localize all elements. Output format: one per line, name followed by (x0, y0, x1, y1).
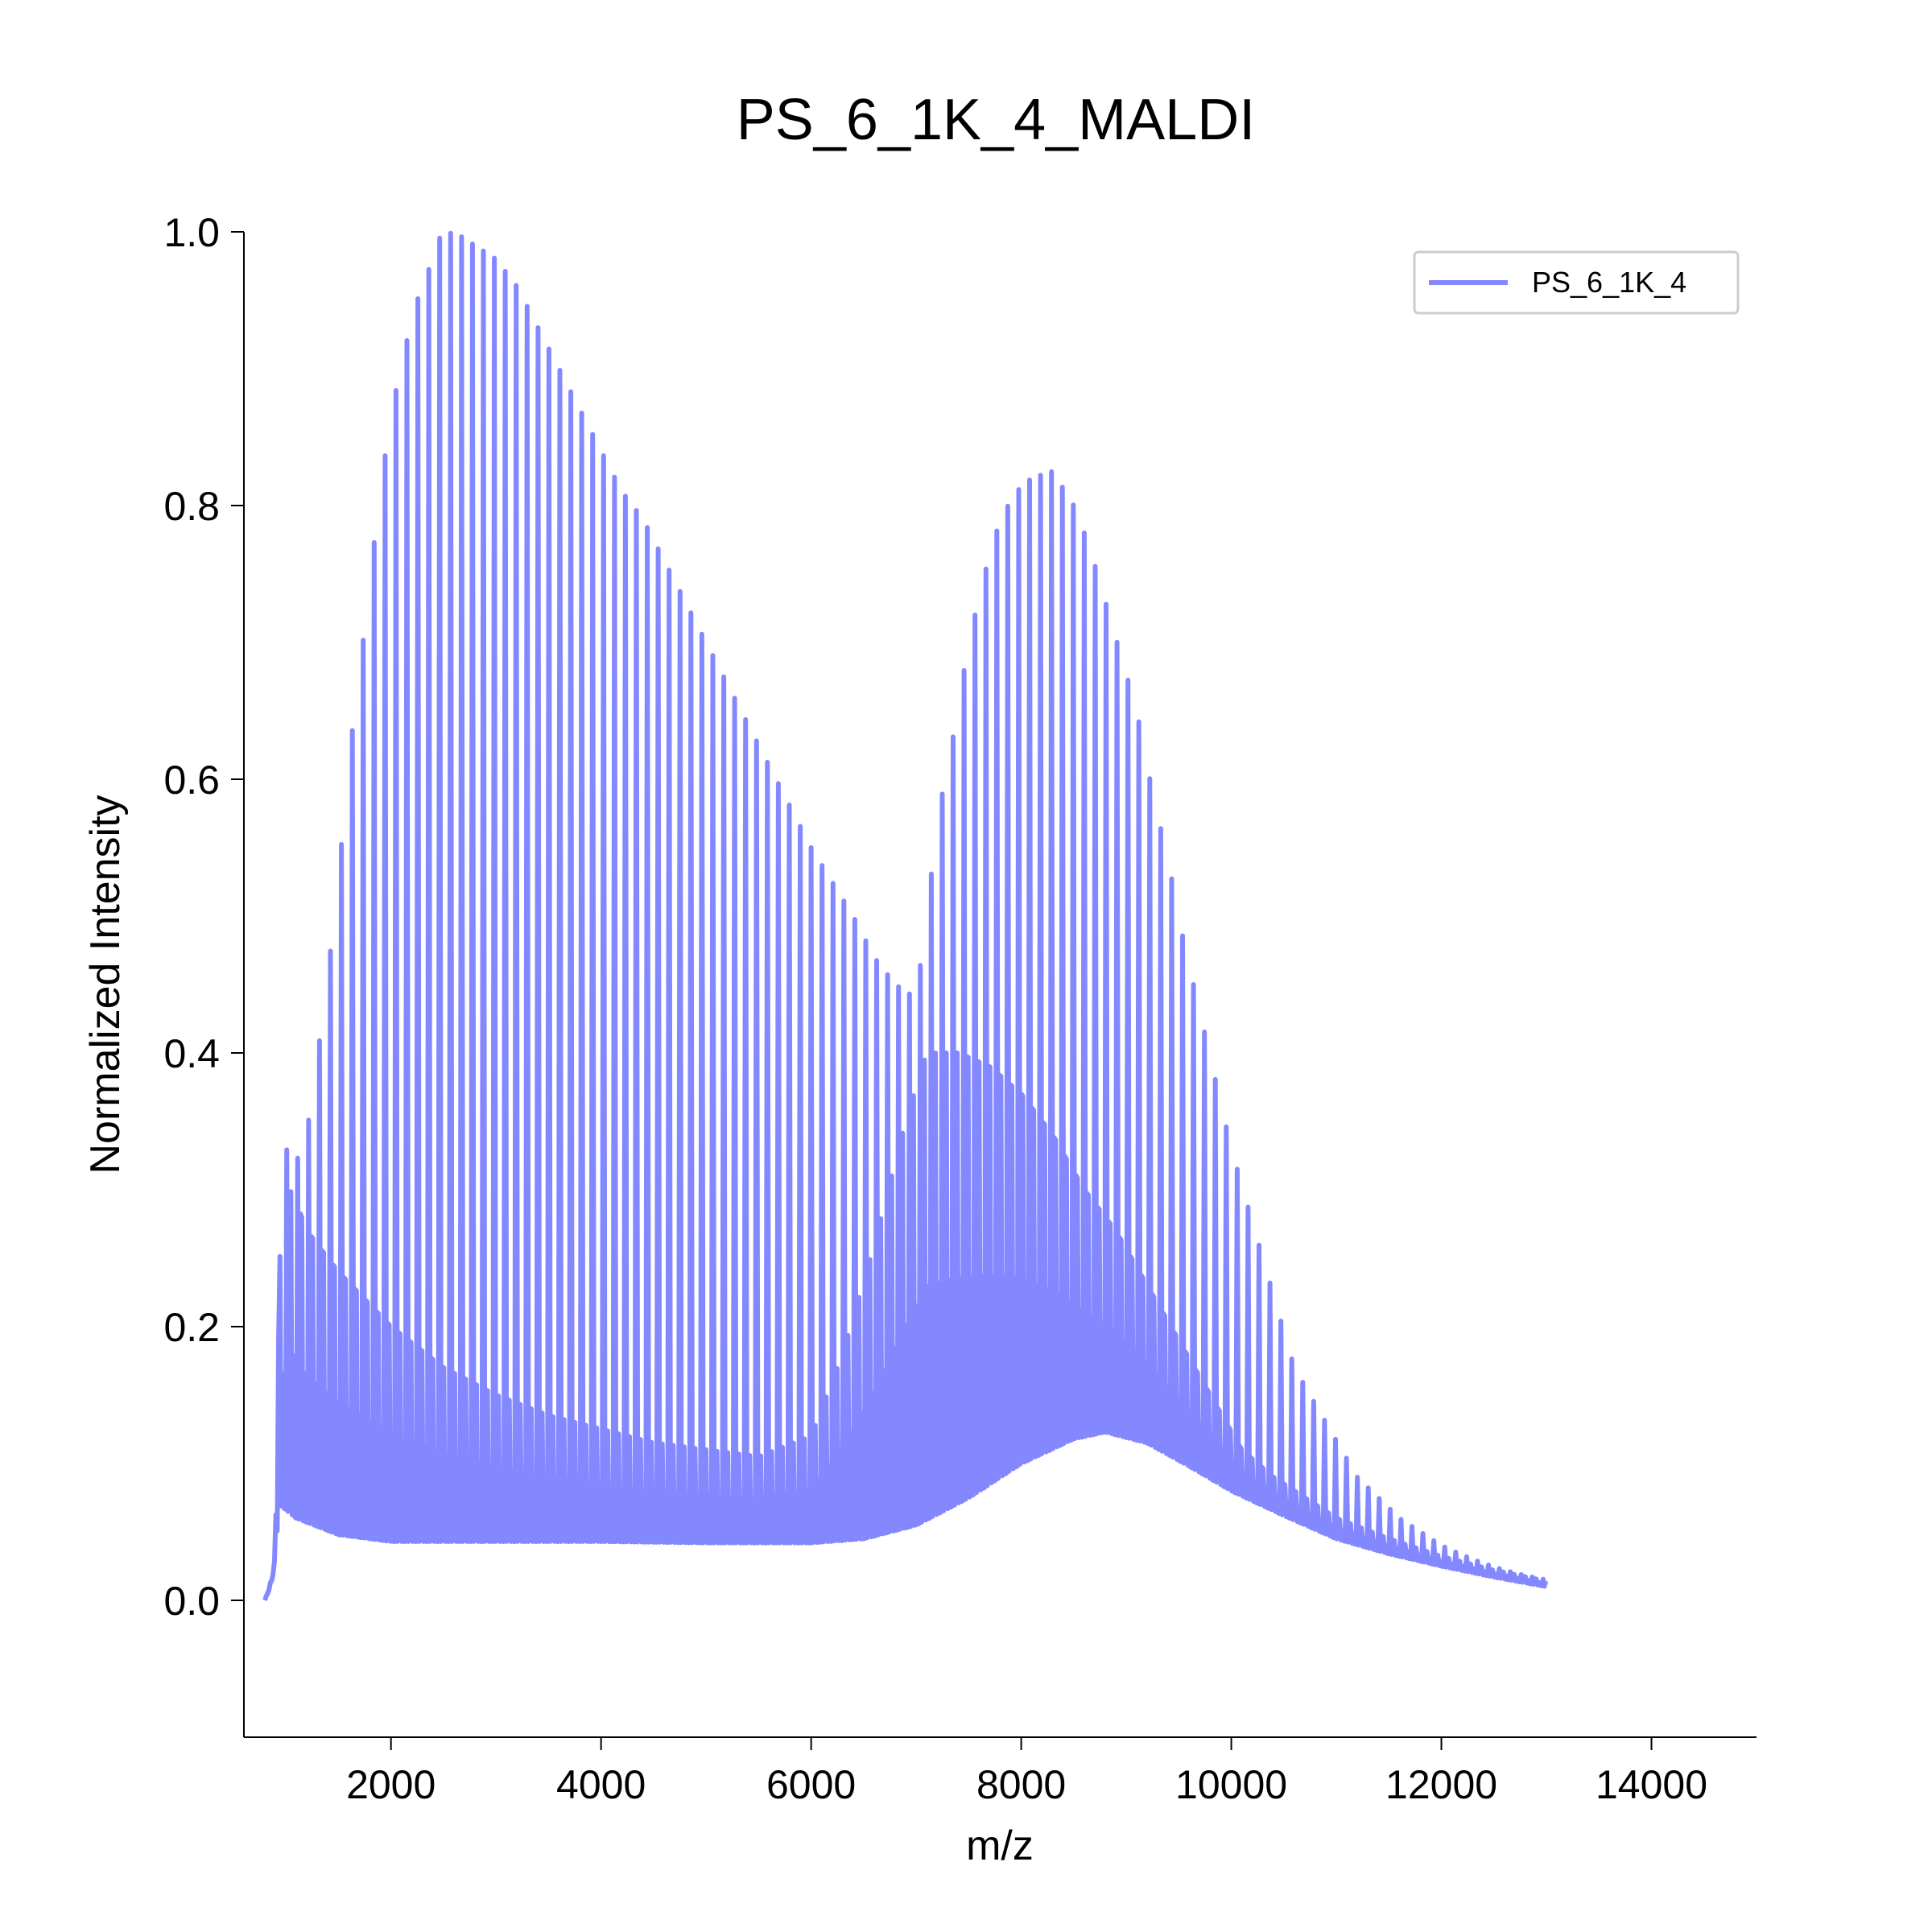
y-tick-label: 0.4 (163, 1031, 220, 1076)
legend-label: PS_6_1K_4 (1532, 266, 1686, 299)
x-ticks: 2000 4000 6000 8000 10000 12000 14000 (346, 1737, 1707, 1807)
x-tick-label: 10000 (1175, 1762, 1287, 1807)
y-tick-label: 1.0 (163, 210, 220, 255)
legend: PS_6_1K_4 (1413, 250, 1740, 315)
y-tick-label: 0.6 (163, 758, 220, 803)
x-tick-label: 6000 (766, 1762, 856, 1807)
plot-area (262, 230, 1549, 1601)
legend-box (1413, 250, 1740, 315)
x-tick-label: 8000 (976, 1762, 1066, 1807)
x-tick-label: 14000 (1596, 1762, 1707, 1807)
x-tick-label: 12000 (1385, 1762, 1497, 1807)
y-tick-label: 0.0 (163, 1579, 220, 1624)
y-axis-label: Normalized Intensity (82, 795, 129, 1174)
y-tick-label: 0.2 (163, 1305, 220, 1350)
x-axis-label: m/z (966, 1823, 1034, 1869)
x-tick-label: 2000 (346, 1762, 436, 1807)
series-line-ps-6-1k-4 (262, 230, 1549, 1601)
y-tick-label: 0.8 (163, 484, 220, 529)
chart-title: PS_6_1K_4_MALDI (737, 88, 1255, 152)
y-ticks: 0.0 0.2 0.4 0.6 0.8 1.0 (163, 210, 244, 1624)
x-tick-label: 4000 (556, 1762, 646, 1807)
